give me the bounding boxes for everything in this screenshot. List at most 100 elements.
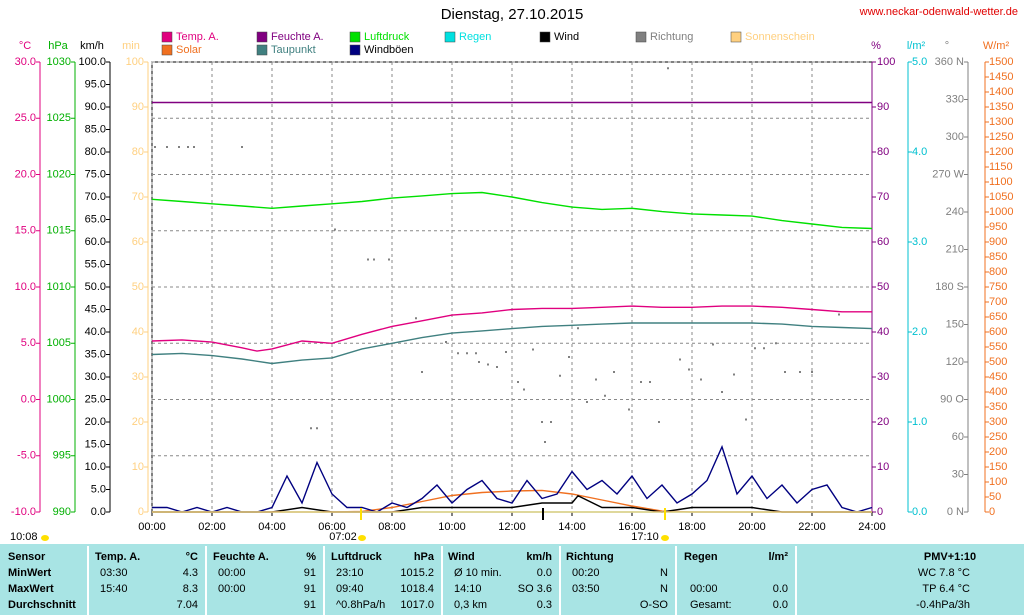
table-header: km/h xyxy=(526,551,552,563)
direction-point xyxy=(811,371,813,373)
direction-point xyxy=(457,352,459,355)
direction-point xyxy=(649,381,651,383)
y-tick-label: -10.0 xyxy=(11,506,36,518)
y-tick-label: 1020 xyxy=(47,168,71,180)
x-tick-label: 04:00 xyxy=(258,521,286,533)
legend-swatch xyxy=(256,44,268,56)
axis-title: W/m² xyxy=(983,40,1010,52)
table-cell: 00:00 xyxy=(690,583,718,595)
direction-point xyxy=(388,258,390,261)
y-tick-label: 950 xyxy=(989,221,1007,233)
y-tick-label: 450 xyxy=(989,371,1007,383)
y-tick-label: 100.0 xyxy=(78,56,106,68)
direction-point xyxy=(754,347,756,350)
y-tick-label: 100 xyxy=(126,56,144,68)
table-cell: 0,3 km xyxy=(454,599,487,611)
table-cell: 8.3 xyxy=(183,583,198,595)
sun-icon xyxy=(41,535,49,541)
y-tick-label: 150 xyxy=(989,461,1007,473)
table-cell: 15:40 xyxy=(100,583,128,595)
x-tick-label: 06:00 xyxy=(318,521,346,533)
table-cell: 91 xyxy=(304,567,316,579)
daylength-label: 10:08 xyxy=(10,531,38,543)
y-tick-label: 25.0 xyxy=(15,112,36,124)
table-cell: 00:00 xyxy=(218,567,246,579)
table-cell: Gesamt: xyxy=(690,599,732,611)
table-background xyxy=(0,544,1024,615)
y-tick-label: 650 xyxy=(989,311,1007,323)
direction-point xyxy=(550,421,552,423)
table-cell: WC 7.8 °C xyxy=(918,567,970,579)
direction-point xyxy=(544,441,546,443)
y-tick-label: 1015 xyxy=(47,225,71,237)
y-tick-label: 3.0 xyxy=(912,236,927,248)
y-tick-label: 120 xyxy=(946,356,964,368)
table-cell: N xyxy=(660,583,668,595)
y-tick-label: 30 xyxy=(952,468,964,480)
table-header: Sensor xyxy=(8,551,46,563)
direction-point xyxy=(604,394,606,397)
y-tick-label: 70 xyxy=(132,191,144,203)
y-tick-label: 1050 xyxy=(989,191,1013,203)
chart-title: Dienstag, 27.10.2015 xyxy=(441,6,584,23)
table-cell: 09:40 xyxy=(336,583,364,595)
table-cell: 0.0 xyxy=(773,599,788,611)
table-cell: 0.0 xyxy=(537,567,552,579)
sun-icon xyxy=(358,535,366,541)
x-tick-label: 14:00 xyxy=(558,521,586,533)
table-header: PMV+1:10 xyxy=(924,551,976,563)
y-tick-label: 70 xyxy=(877,191,889,203)
y-tick-label: 30.0 xyxy=(15,56,36,68)
y-tick-label: 1005 xyxy=(47,337,71,349)
y-tick-label: 210 xyxy=(946,243,964,255)
y-tick-label: 1350 xyxy=(989,101,1013,113)
table-header: % xyxy=(306,551,316,563)
table-cell: 1017.0 xyxy=(400,599,434,611)
y-tick-label: 80 xyxy=(877,146,889,158)
legend-swatch xyxy=(444,31,456,43)
table-cell: 91 xyxy=(304,599,316,611)
y-tick-label: 60 xyxy=(132,236,144,248)
direction-point xyxy=(241,146,243,148)
site-url[interactable]: www.neckar-odenwald-wetter.de xyxy=(859,6,1018,18)
direction-point xyxy=(193,146,195,148)
y-tick-label: 20.0 xyxy=(85,416,106,428)
y-tick-label: 50 xyxy=(989,491,1001,503)
y-tick-label: 10.0 xyxy=(15,281,36,293)
legend-label: Temp. A. xyxy=(176,31,219,43)
axis-title: hPa xyxy=(48,40,68,52)
y-tick-label: 270 W xyxy=(932,168,964,180)
y-tick-label: 300 xyxy=(946,131,964,143)
legend-label: Sonnenschein xyxy=(745,31,815,43)
y-tick-label: 70.0 xyxy=(85,191,106,203)
y-tick-label: 80.0 xyxy=(85,146,106,158)
legend-label: Taupunkt xyxy=(271,44,316,56)
axis-title: km/h xyxy=(80,40,104,52)
x-tick-label: 02:00 xyxy=(198,521,226,533)
y-tick-label: 1.0 xyxy=(912,416,927,428)
direction-point xyxy=(775,342,777,345)
x-tick-label: 16:00 xyxy=(618,521,646,533)
table-cell: 0.3 xyxy=(537,599,552,611)
table-cell: 7.04 xyxy=(177,599,198,611)
direction-point xyxy=(187,146,189,148)
y-tick-label: 1250 xyxy=(989,131,1013,143)
y-tick-label: 60.0 xyxy=(85,236,106,248)
legend-label: Windböen xyxy=(364,44,414,56)
direction-point xyxy=(658,421,660,423)
direction-point xyxy=(178,146,180,148)
table-header: hPa xyxy=(414,551,435,563)
y-tick-label: 85.0 xyxy=(85,123,106,135)
y-tick-label: 400 xyxy=(989,386,1007,398)
y-tick-label: 40.0 xyxy=(85,326,106,338)
y-tick-label: 700 xyxy=(989,296,1007,308)
axis-title: ° xyxy=(945,40,949,52)
series-line xyxy=(152,444,873,513)
table-cell: 03:50 xyxy=(572,583,600,595)
table-cell: 91 xyxy=(304,583,316,595)
series-line xyxy=(151,322,873,365)
direction-point xyxy=(586,401,588,403)
axis-title: min xyxy=(122,40,140,52)
y-tick-label: 10 xyxy=(877,461,889,473)
y-tick-label: 15.0 xyxy=(15,225,36,237)
